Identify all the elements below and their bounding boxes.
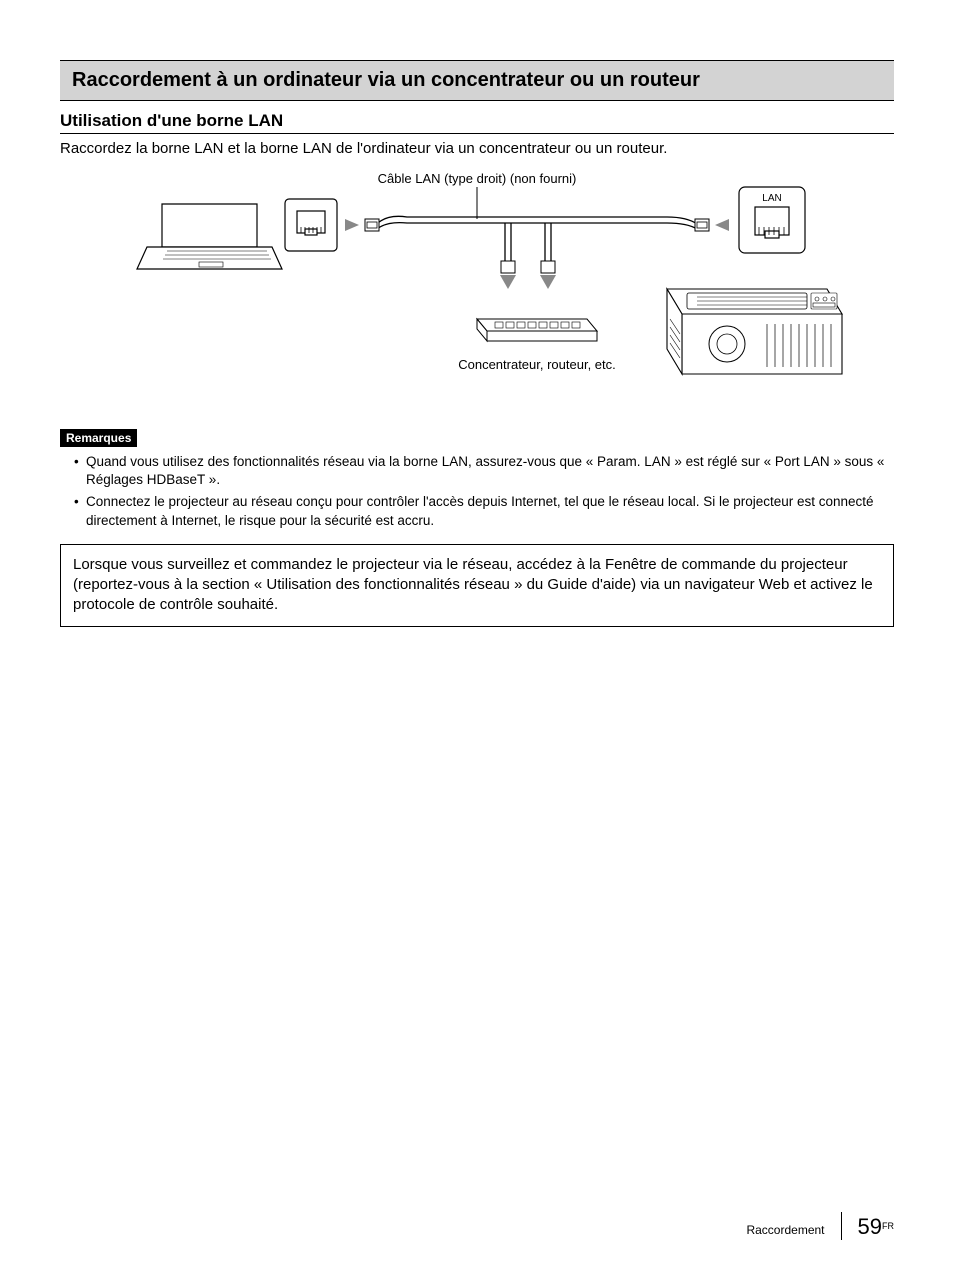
hub-label: Concentrateur, routeur, etc. xyxy=(458,357,616,372)
lan-port-label: LAN xyxy=(762,193,781,204)
notes-section: Remarques Quand vous utilisez des foncti… xyxy=(60,429,894,530)
intro-text: Raccordez la borne LAN et la borne LAN d… xyxy=(60,140,894,157)
notes-list: Quand vous utilisez des fonctionnalités … xyxy=(60,453,894,530)
connection-diagram: Câble LAN (type droit) (non fourni) xyxy=(60,169,894,399)
page-number: 59 xyxy=(858,1214,882,1239)
subsection-title: Utilisation d'une borne LAN xyxy=(60,111,894,131)
laptop-icon xyxy=(137,204,282,269)
footer-section: Raccordement xyxy=(746,1223,824,1237)
note-item: Quand vous utilisez des fonctionnalités … xyxy=(74,453,894,489)
projector-icon xyxy=(667,289,842,374)
notes-label: Remarques xyxy=(60,429,137,447)
page-footer: Raccordement 59FR xyxy=(746,1206,894,1240)
page-lang: FR xyxy=(882,1221,894,1231)
cable-label: Câble LAN (type droit) (non fourni) xyxy=(378,171,577,186)
callout-text: Lorsque vous surveillez et commandez le … xyxy=(73,556,873,614)
section-header: Raccordement à un ordinateur via un conc… xyxy=(60,60,894,101)
laptop-lan-port xyxy=(285,199,337,251)
section-title: Raccordement à un ordinateur via un conc… xyxy=(72,69,882,92)
note-item: Connectez le projecteur au réseau conçu … xyxy=(74,493,894,529)
footer-separator xyxy=(841,1212,842,1240)
subsection-header: Utilisation d'une borne LAN xyxy=(60,111,894,134)
callout-box: Lorsque vous surveillez et commandez le … xyxy=(60,544,894,627)
hub-icon xyxy=(477,319,597,341)
page: Raccordement à un ordinateur via un conc… xyxy=(0,0,954,1274)
projector-lan-port: LAN xyxy=(739,187,805,253)
